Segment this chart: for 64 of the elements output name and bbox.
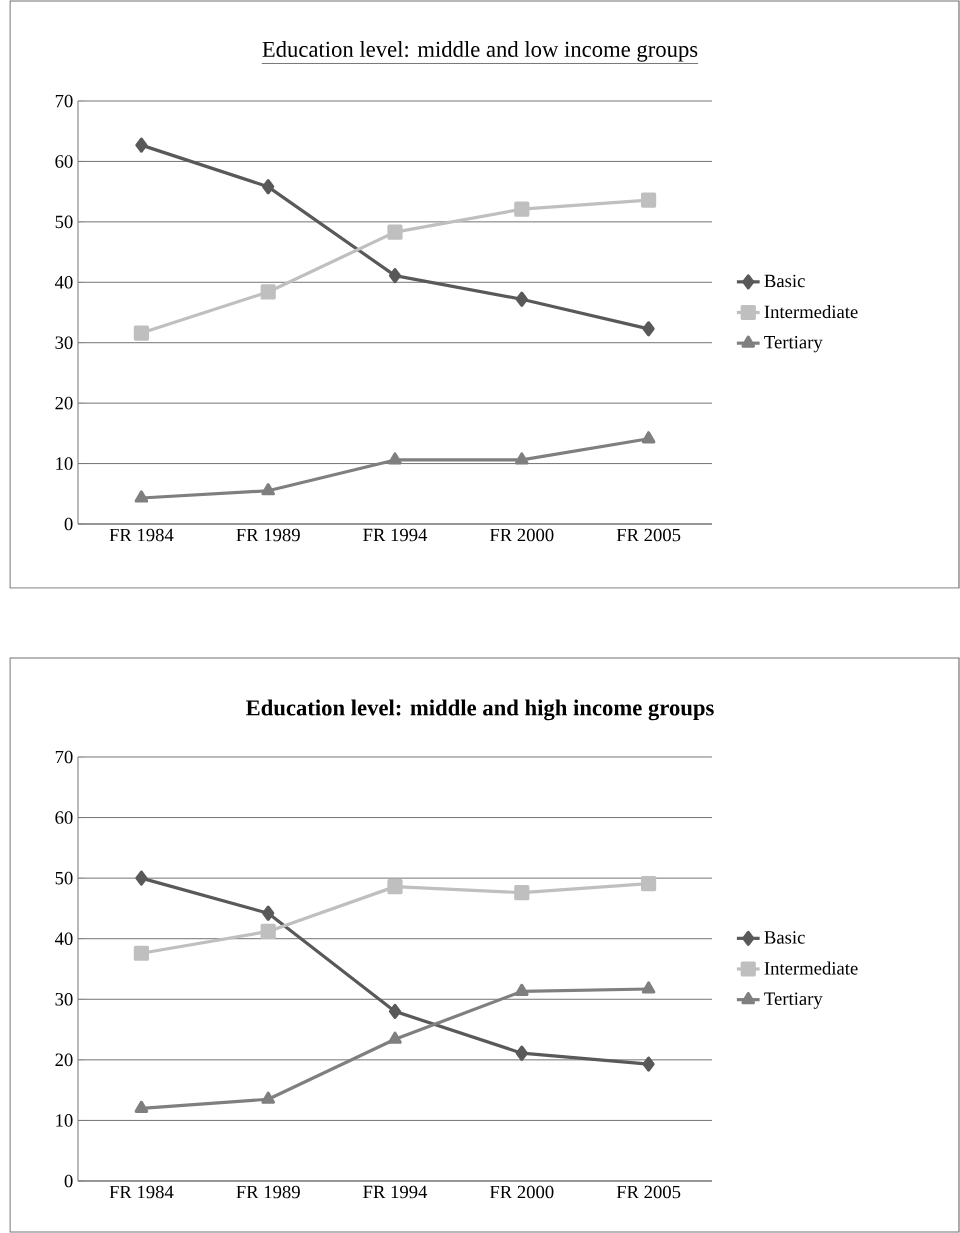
x-tick-label: FR 2000 <box>489 1185 554 1199</box>
point <box>135 870 148 886</box>
y-tick-label: 60 <box>55 811 73 824</box>
point <box>515 983 529 997</box>
y-tick-label: 50 <box>55 871 73 885</box>
y-tick-label: 40 <box>54 932 73 946</box>
point <box>260 284 276 300</box>
point <box>388 268 402 284</box>
point <box>515 452 529 465</box>
point <box>261 483 275 496</box>
x-tick-label: FR 1994 <box>363 1185 428 1199</box>
legend-label: Tertiary <box>764 335 823 353</box>
x-tick-label: FR 1984 <box>109 528 174 542</box>
point <box>642 1056 655 1072</box>
point <box>641 431 656 444</box>
y-tick-label: 0 <box>64 1174 73 1188</box>
point <box>388 452 402 465</box>
point <box>514 201 530 217</box>
point <box>133 325 149 341</box>
legend-label: Tertiary <box>764 992 823 1009</box>
y-tick-label: 30 <box>55 992 73 1006</box>
point <box>387 224 403 240</box>
y-tick-label: 30 <box>55 336 73 350</box>
y-tick-label: 50 <box>55 215 73 229</box>
point <box>134 1100 149 1113</box>
x-tick-label: FR 1984 <box>109 1185 174 1199</box>
x-tick-label: FR 2005 <box>616 528 681 542</box>
point <box>388 1031 402 1044</box>
y-tick-label: 10 <box>56 1114 73 1127</box>
y-tick-label: 60 <box>55 155 73 168</box>
point <box>514 885 530 901</box>
point <box>387 879 403 895</box>
point <box>262 905 275 921</box>
point <box>515 291 528 307</box>
point <box>641 981 656 994</box>
y-tick-label: 20 <box>55 396 73 410</box>
point <box>135 137 148 153</box>
point <box>260 923 276 940</box>
y-tick-label: 70 <box>55 94 73 108</box>
y-tick-label: 70 <box>55 750 73 764</box>
y-tick-label: 20 <box>55 1053 73 1067</box>
legend-label: Basic <box>764 931 805 944</box>
x-tick-label: FR 1994 <box>363 528 428 542</box>
point <box>262 179 275 195</box>
x-tick-label: FR 1989 <box>236 528 300 542</box>
point <box>133 945 149 961</box>
point <box>261 1091 275 1104</box>
y-tick-label: 40 <box>54 275 73 289</box>
y-tick-label: 10 <box>56 457 73 470</box>
chart-title: Education level: middle and high income groups <box>245 699 714 721</box>
legend-label: Basic <box>764 274 805 288</box>
point <box>515 1045 528 1061</box>
x-tick-label: FR 2000 <box>489 528 554 542</box>
chart-title: Education level: middle and low income groups <box>262 41 698 62</box>
point <box>640 192 657 208</box>
point <box>388 1003 402 1019</box>
point <box>640 875 657 892</box>
point <box>134 490 149 503</box>
point <box>642 321 655 337</box>
legend-label: Intermediate <box>764 305 858 319</box>
y-tick-label: 0 <box>64 517 73 531</box>
x-tick-label: FR 2005 <box>616 1185 681 1199</box>
legend-label: Intermediate <box>764 961 858 975</box>
x-tick-label: FR 1989 <box>236 1185 300 1199</box>
